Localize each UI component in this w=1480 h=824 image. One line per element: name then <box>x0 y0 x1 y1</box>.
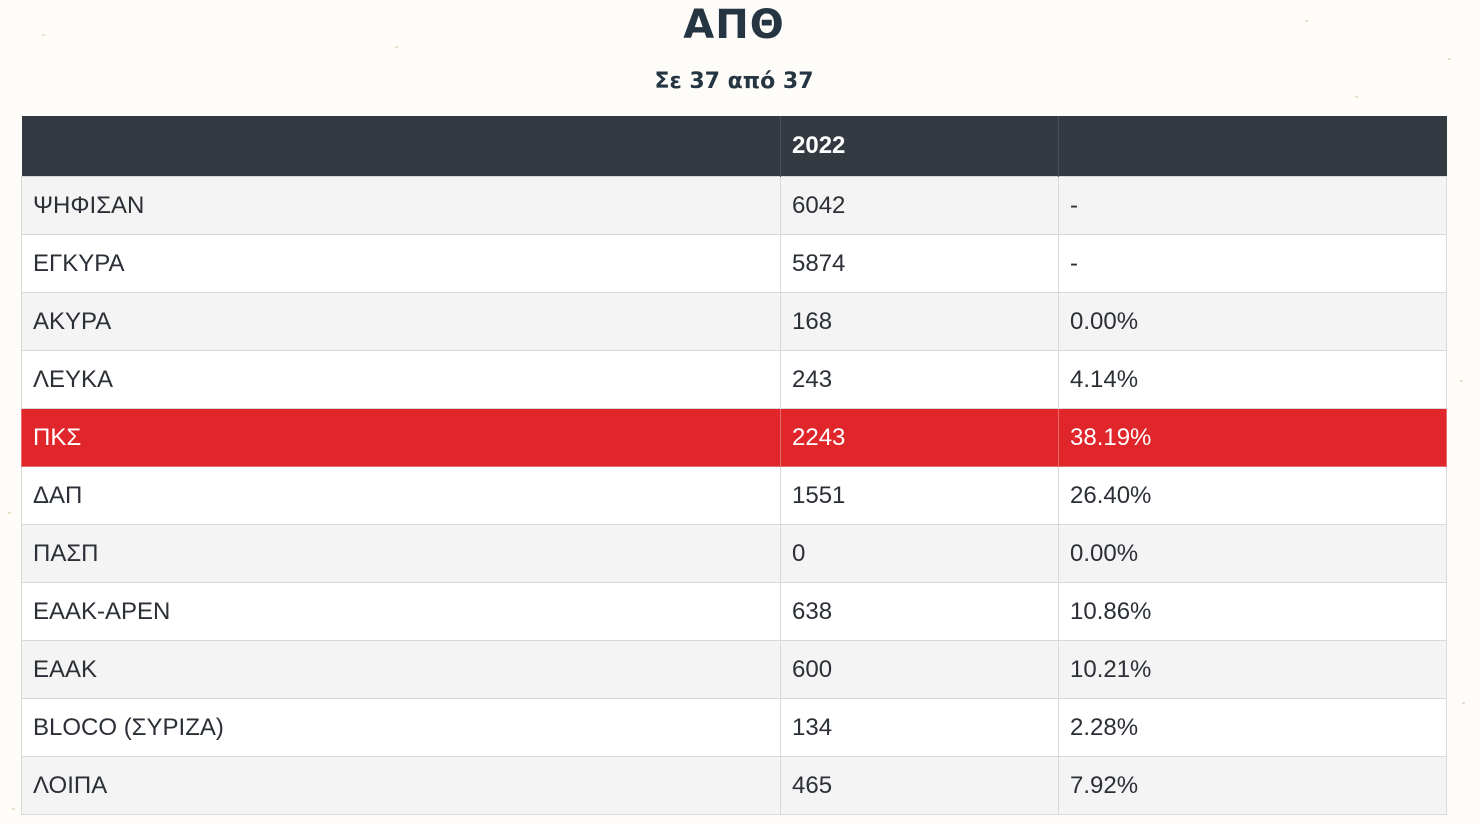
header-cell-label <box>21 116 781 177</box>
table-row: ΕΑΑΚ 600 10.21% <box>21 640 1447 699</box>
row-label: ΠΚΣ <box>21 408 781 467</box>
row-label: ΑΚΥΡΑ <box>21 292 781 351</box>
row-percent: 0.00% <box>1058 292 1447 351</box>
row-votes: 6042 <box>780 176 1059 235</box>
row-percent: 2.28% <box>1058 698 1447 757</box>
row-label: ΔΑΠ <box>21 466 781 525</box>
table-row: ΕΑΑΚ-ΑΡΕΝ 638 10.86% <box>21 582 1447 641</box>
page-title: ΑΠΘ <box>683 2 785 48</box>
header-cell-year: 2022 <box>780 116 1059 177</box>
row-votes: 134 <box>780 698 1059 757</box>
table-row: BLOCO (ΣΥΡΙΖΑ) 134 2.28% <box>21 698 1447 757</box>
row-votes: 465 <box>780 756 1059 815</box>
background-speck <box>42 34 45 36</box>
background-speck <box>1305 20 1308 22</box>
row-percent: 0.00% <box>1058 524 1447 583</box>
row-label: ΛΕΥΚΑ <box>21 350 781 409</box>
table-row: ΑΚΥΡΑ 168 0.00% <box>21 292 1447 351</box>
table-row: ΨΗΦΙΣΑΝ 6042 - <box>21 176 1447 235</box>
background-speck <box>1355 96 1358 98</box>
row-percent: 10.86% <box>1058 582 1447 641</box>
results-table: 2022 ΨΗΦΙΣΑΝ 6042 - ΕΓΚΥΡΑ 5874 - ΑΚΥΡΑ … <box>21 116 1447 815</box>
row-percent: 10.21% <box>1058 640 1447 699</box>
row-label: ΕΑΑΚ-ΑΡΕΝ <box>21 582 781 641</box>
row-label: ΕΑΑΚ <box>21 640 781 699</box>
row-label: ΨΗΦΙΣΑΝ <box>21 176 781 235</box>
row-percent: 4.14% <box>1058 350 1447 409</box>
row-label: ΛΟΙΠΑ <box>21 756 781 815</box>
row-votes: 168 <box>780 292 1059 351</box>
row-percent: - <box>1058 234 1447 293</box>
background-speck <box>1448 58 1451 60</box>
background-speck <box>8 512 11 514</box>
row-percent: - <box>1058 176 1447 235</box>
row-percent: 38.19% <box>1058 408 1447 467</box>
row-percent: 26.40% <box>1058 466 1447 525</box>
row-label: ΠΑΣΠ <box>21 524 781 583</box>
background-speck <box>12 808 15 810</box>
row-votes: 638 <box>780 582 1059 641</box>
table-header-row: 2022 <box>21 116 1447 177</box>
table-row: ΛΕΥΚΑ 243 4.14% <box>21 350 1447 409</box>
row-votes: 0 <box>780 524 1059 583</box>
background-speck <box>1462 702 1465 704</box>
background-speck <box>395 46 398 48</box>
row-votes: 2243 <box>780 408 1059 467</box>
row-votes: 1551 <box>780 466 1059 525</box>
header-cell-percent <box>1058 116 1447 177</box>
table-row: ΠΑΣΠ 0 0.00% <box>21 524 1447 583</box>
table-row: ΕΓΚΥΡΑ 5874 - <box>21 234 1447 293</box>
background-speck <box>1460 380 1463 382</box>
table-row: ΔΑΠ 1551 26.40% <box>21 466 1447 525</box>
row-percent: 7.92% <box>1058 756 1447 815</box>
page-subtitle: Σε 37 από 37 <box>654 69 814 94</box>
row-label: ΕΓΚΥΡΑ <box>21 234 781 293</box>
row-votes: 5874 <box>780 234 1059 293</box>
row-label: BLOCO (ΣΥΡΙΖΑ) <box>21 698 781 757</box>
row-votes: 243 <box>780 350 1059 409</box>
table-row: ΛΟΙΠΑ 465 7.92% <box>21 756 1447 815</box>
table-row-highlighted: ΠΚΣ 2243 38.19% <box>21 408 1447 467</box>
row-votes: 600 <box>780 640 1059 699</box>
